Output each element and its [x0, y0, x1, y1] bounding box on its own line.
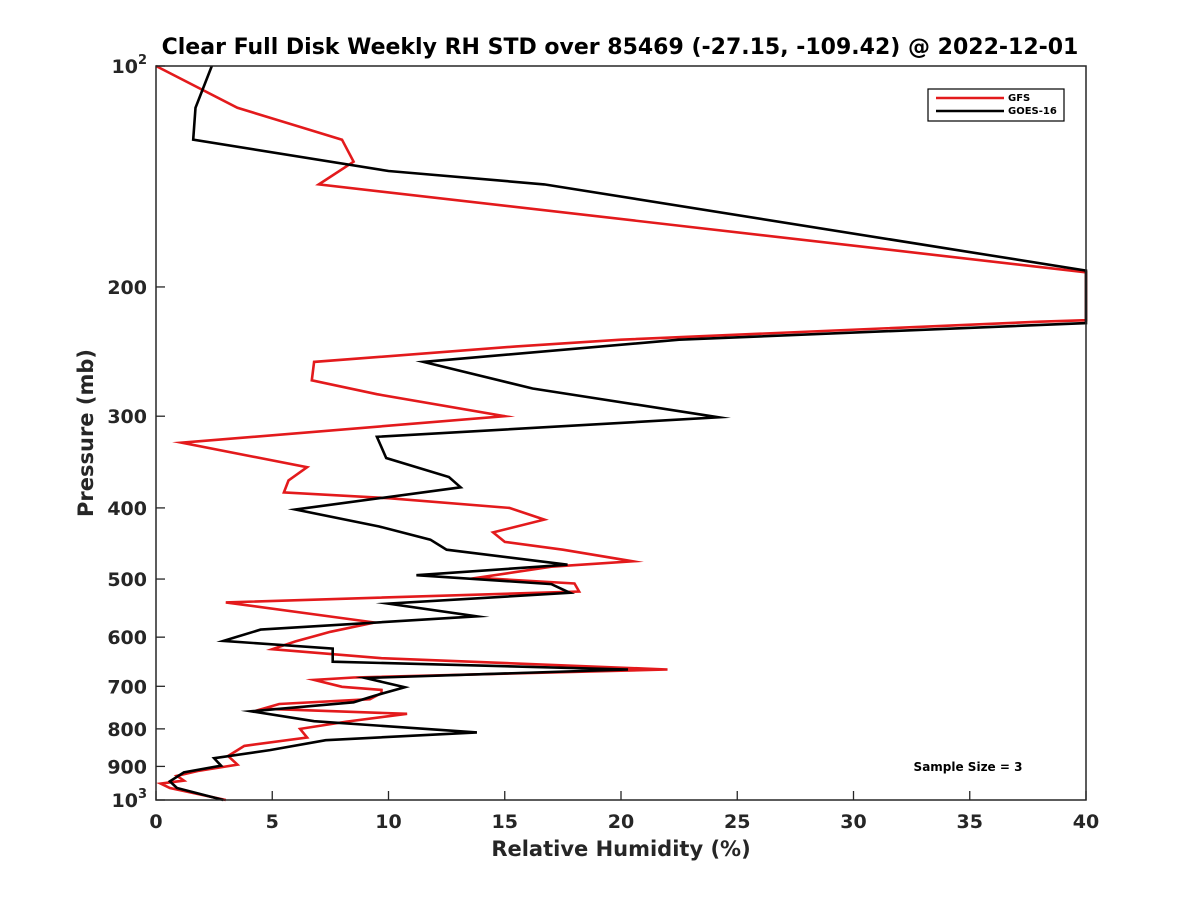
x-tick-label: 20: [608, 811, 634, 833]
y-tick-label: 500: [107, 569, 147, 591]
x-axis-label: Relative Humidity (%): [491, 837, 750, 861]
x-tick-label: 5: [266, 811, 279, 833]
y-tick-label: 400: [107, 498, 147, 520]
ticks-layer: 0 5 10 15 20 25 30 35 40 102 200 300 400 500 600 700 800…: [107, 53, 1099, 833]
x-tick-label: 0: [149, 811, 162, 833]
y-tick-label: 900: [107, 756, 147, 778]
y-tick-label: 700: [107, 676, 147, 698]
x-tick-label: 10: [375, 811, 401, 833]
legend-label-goes16: GOES-16: [1008, 106, 1057, 117]
series-layer: [155, 64, 1088, 802]
legend-label-gfs: GFS: [1008, 93, 1030, 104]
y-tick-label: 200: [107, 277, 147, 299]
x-tick-label: 30: [840, 811, 866, 833]
x-tick-label: 40: [1073, 811, 1099, 833]
y-tick-label: 300: [107, 406, 147, 428]
sample-size-annotation: Sample Size = 3: [914, 760, 1023, 774]
y-tick-label: 103: [112, 787, 148, 812]
series-line-gfs: [155, 64, 1088, 802]
legend: GFS GOES-16: [927, 88, 1065, 122]
x-tick-label: 25: [724, 811, 750, 833]
x-tick-label: 15: [492, 811, 518, 833]
chart-title: Clear Full Disk Weekly RH STD over 85469…: [162, 35, 1079, 60]
y-tick-label: 600: [107, 627, 147, 649]
y-axis-label: Pressure (mb): [74, 349, 98, 517]
y-tick-label: 800: [107, 719, 147, 741]
x-tick-label: 35: [957, 811, 983, 833]
y-tick-label: 102: [112, 53, 148, 78]
series-line-goes-16: [167, 65, 1088, 802]
legend-box: [927, 88, 1065, 122]
